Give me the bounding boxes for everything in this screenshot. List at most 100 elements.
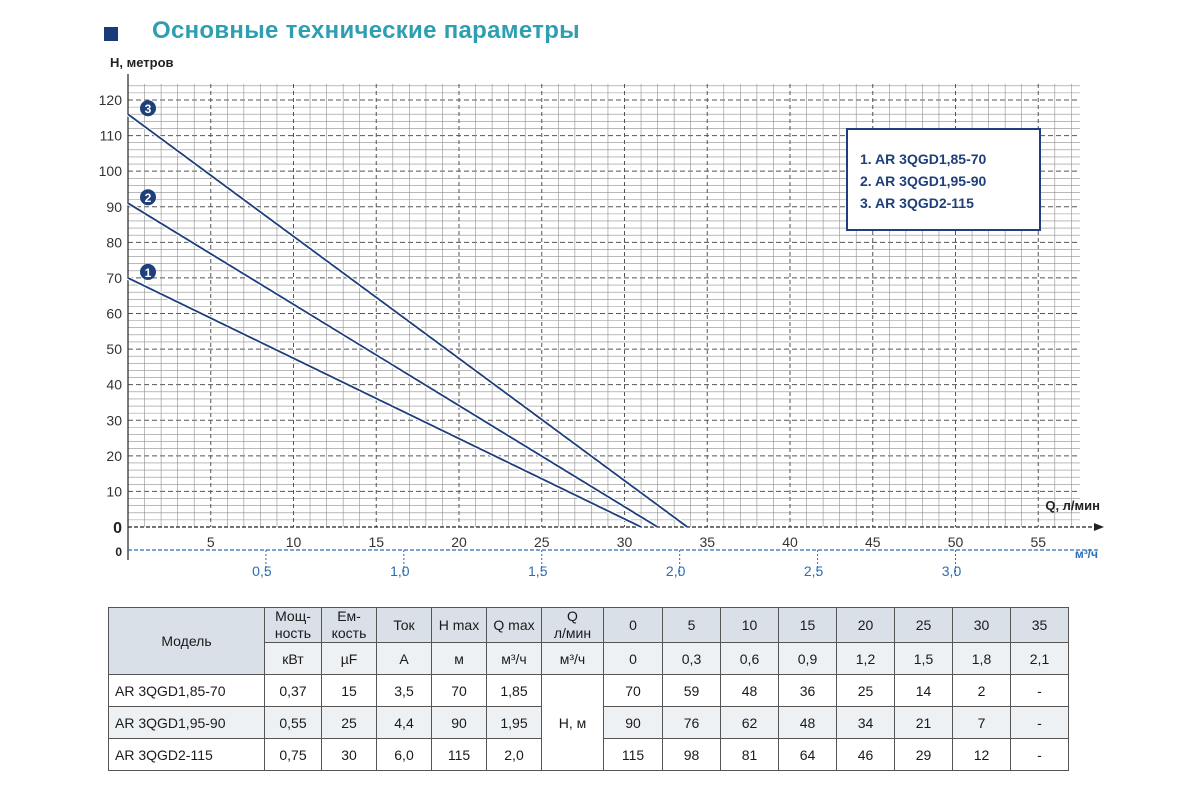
legend-item: 1. AR 3QGD1,85-70 <box>860 151 987 167</box>
x-tick-label: 15 <box>368 534 384 550</box>
unit-cell: кВт <box>264 642 322 675</box>
x-tick-label: 40 <box>782 534 798 550</box>
head-value: 115 <box>603 738 663 771</box>
header-flow: 5 <box>662 607 721 643</box>
head-value: - <box>1010 674 1069 707</box>
series-marker-label: 2 <box>145 191 152 205</box>
series-marker <box>140 189 156 206</box>
head-value: 29 <box>894 738 953 771</box>
legend-box <box>846 128 1041 231</box>
power-cell: 0,55 <box>264 706 322 739</box>
series-marker <box>140 263 156 280</box>
current-cell: 4,4 <box>376 706 432 739</box>
unit-cell: µF <box>321 642 377 675</box>
header-flow: 25 <box>894 607 953 643</box>
y-tick-label: 60 <box>106 306 122 322</box>
x2-tick-label: 3,0 <box>942 563 962 579</box>
head-value: 76 <box>662 706 721 739</box>
head-value: - <box>1010 706 1069 739</box>
head-value: 64 <box>778 738 837 771</box>
y-tick-label: 10 <box>106 483 122 499</box>
x-tick-label: 20 <box>451 534 467 550</box>
qmax-cell: 1,95 <box>486 706 542 739</box>
x2-tick-label: 2,5 <box>804 563 824 579</box>
y-tick-label: 100 <box>99 163 123 179</box>
x-tick-label: 5 <box>207 534 215 550</box>
header-flow: 20 <box>836 607 895 643</box>
unit-cell: м³/ч <box>486 642 542 675</box>
header-flow: 0 <box>603 607 663 643</box>
series-marker-label: 3 <box>145 102 152 116</box>
series-line <box>127 202 659 528</box>
x-tick-label: 45 <box>865 534 881 550</box>
series-line <box>127 113 688 528</box>
head-value: 48 <box>720 674 779 707</box>
header-capacity: Ем- кость <box>321 607 377 643</box>
hmax-cell: 70 <box>431 674 487 707</box>
x-axis-arrow-icon <box>1094 523 1104 531</box>
y-zero-label: 0 <box>113 520 122 537</box>
x-tick-label: 50 <box>948 534 964 550</box>
x2-zero-label: 0 <box>115 545 122 559</box>
head-value: 36 <box>778 674 837 707</box>
table-row: AR 3QGD1,95-90 0,55 25 4,4 90 1,95 90 76… <box>108 706 1069 739</box>
x2-axis-label: м³/ч <box>1075 547 1098 561</box>
hmax-cell: 90 <box>431 706 487 739</box>
y-tick-label: 40 <box>106 377 122 393</box>
series-marker <box>140 100 156 117</box>
unit-cell: 0,6 <box>720 642 779 675</box>
series-line <box>127 277 642 528</box>
y-tick-label: 110 <box>100 128 123 144</box>
y-tick-label: 30 <box>106 412 122 428</box>
model-cell: AR 3QGD1,85-70 <box>108 674 265 707</box>
legend-item: 2. AR 3QGD1,95-90 <box>860 173 987 189</box>
title-square-icon <box>104 27 118 41</box>
x2-tick-label: 2,0 <box>666 563 686 579</box>
unit-cell: м <box>431 642 487 675</box>
series: 1 2 3 <box>126 100 689 529</box>
head-value: 12 <box>952 738 1011 771</box>
head-value: 7 <box>952 706 1011 739</box>
y-tick-label: 120 <box>99 92 123 108</box>
power-cell: 0,75 <box>264 738 322 771</box>
head-value: 2 <box>952 674 1011 707</box>
y-axis-label: Н, метров <box>110 55 174 70</box>
current-cell: 6,0 <box>376 738 432 771</box>
unit-cell: 0,3 <box>662 642 721 675</box>
head-value: 21 <box>894 706 953 739</box>
legend: 1. AR 3QGD1,85-70 2. AR 3QGD1,95-90 3. A… <box>846 128 1041 231</box>
x-tick-label: 30 <box>617 534 633 550</box>
header-qmax: Q max <box>486 607 542 643</box>
header-hmax: H max <box>431 607 487 643</box>
head-value: 25 <box>836 674 895 707</box>
table-row: AR 3QGD1,85-70 0,37 15 3,5 70 1,85 Н, м … <box>108 674 1069 771</box>
power-cell: 0,37 <box>264 674 322 707</box>
unit-cell: м³/ч <box>541 642 604 675</box>
x2-tick-label: 1,5 <box>528 563 548 579</box>
x-tick-label: 25 <box>534 534 550 550</box>
y-tick-label: 20 <box>106 448 122 464</box>
head-unit-cell: Н, м <box>541 674 604 771</box>
unit-cell: 1,2 <box>836 642 895 675</box>
head-value: 90 <box>603 706 663 739</box>
header-power: Мощ- ность <box>264 607 322 643</box>
x-tick-label: 10 <box>286 534 302 550</box>
header-model: Модель <box>108 607 265 675</box>
unit-cell: A <box>376 642 432 675</box>
header-current: Ток <box>376 607 432 643</box>
axes <box>127 74 1104 576</box>
model-cell: AR 3QGD1,95-90 <box>108 706 265 739</box>
head-value: 59 <box>662 674 721 707</box>
qmax-cell: 1,85 <box>486 674 542 707</box>
series-marker-label: 1 <box>145 266 152 280</box>
head-value: 48 <box>778 706 837 739</box>
table-units-row: кВт µF A м м³/ч м³/ч 0 0,3 0,6 0,9 1,2 1… <box>109 642 1069 675</box>
head-value: 46 <box>836 738 895 771</box>
capacity-cell: 30 <box>321 738 377 771</box>
x-tick-label: 55 <box>1030 534 1046 550</box>
unit-cell: 1,5 <box>894 642 953 675</box>
unit-cell: 1,8 <box>952 642 1011 675</box>
y-tick-label: 70 <box>106 270 122 286</box>
table-row: AR 3QGD2-115 0,75 30 6,0 115 2,0 115 98 … <box>108 738 1069 771</box>
